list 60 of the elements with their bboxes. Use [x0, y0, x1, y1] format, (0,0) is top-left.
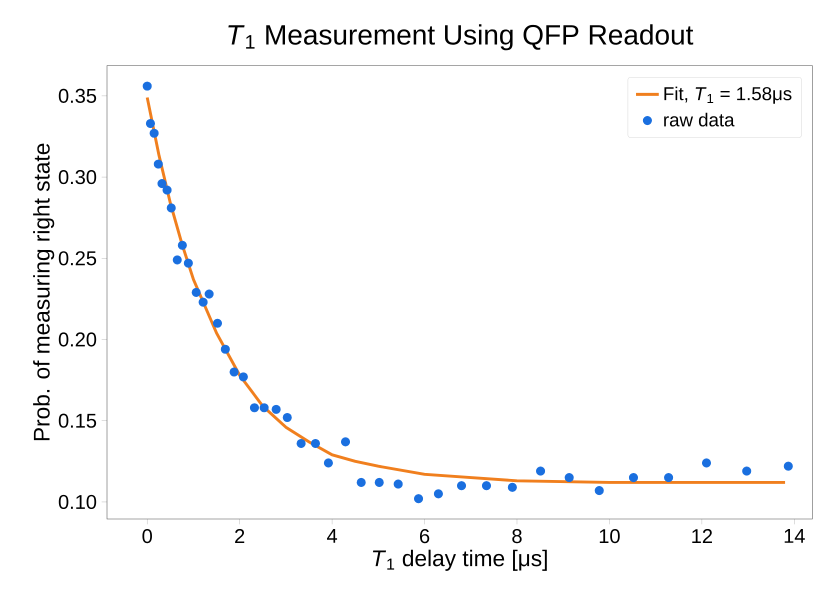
y-tick-label: 0.25 [58, 251, 96, 266]
point [178, 240, 187, 250]
point [172, 255, 182, 264]
point [220, 344, 230, 354]
point [784, 462, 793, 471]
point [414, 494, 424, 504]
x-axis-title: T$_{1}$ delay time [μs] [372, 550, 547, 571]
y-tick-label: 0.10 [58, 494, 96, 510]
x-tick-label: 2 [235, 529, 244, 544]
point [154, 160, 163, 169]
x-tick-label: 8 [512, 529, 522, 544]
y-tick-label: 0.30 [58, 170, 96, 184]
point [564, 473, 574, 482]
point [282, 412, 292, 422]
point [340, 437, 350, 446]
point [260, 403, 269, 412]
point [310, 438, 320, 448]
point [456, 481, 466, 490]
point [166, 203, 176, 212]
point [536, 466, 546, 476]
point [162, 186, 172, 195]
point [374, 478, 384, 487]
chart-title: T$_{1}$ Measurement Using QFP Readout [228, 24, 694, 50]
point [230, 367, 239, 377]
x-tick-label: 14 [784, 529, 805, 543]
point [250, 403, 259, 412]
point [238, 372, 248, 382]
point [157, 179, 167, 188]
point [394, 480, 403, 489]
y-tick-label: 0.20 [58, 332, 96, 347]
point [296, 438, 306, 448]
x-tick-label: 10 [600, 529, 620, 544]
point [434, 489, 443, 498]
point [272, 404, 281, 414]
point [204, 290, 214, 299]
x-tick-label: 12 [692, 529, 712, 544]
point [742, 466, 752, 476]
point [324, 458, 333, 468]
point [628, 473, 638, 482]
point [356, 478, 366, 487]
point [508, 482, 517, 492]
y-axis-title: Prob. of measuring right state [33, 144, 54, 440]
x-tick-label: 0 [142, 529, 152, 544]
point [482, 481, 492, 490]
point [198, 298, 208, 307]
point [212, 318, 222, 328]
y-tick-label: 0.35 [58, 88, 96, 103]
legend-label: raw data [664, 112, 734, 126]
point [594, 486, 604, 496]
x-tick-label: 6 [420, 529, 430, 544]
x-tick-label: 4 [327, 529, 338, 543]
point [702, 458, 712, 468]
point [664, 473, 674, 482]
point [150, 128, 159, 138]
point [146, 118, 155, 128]
legend-label: Fit, T$_{1}$ = 1.58μs [664, 86, 792, 104]
point [184, 258, 193, 268]
point [142, 82, 152, 91]
y-tick-label: 0.15 [58, 414, 96, 428]
point [192, 288, 201, 297]
